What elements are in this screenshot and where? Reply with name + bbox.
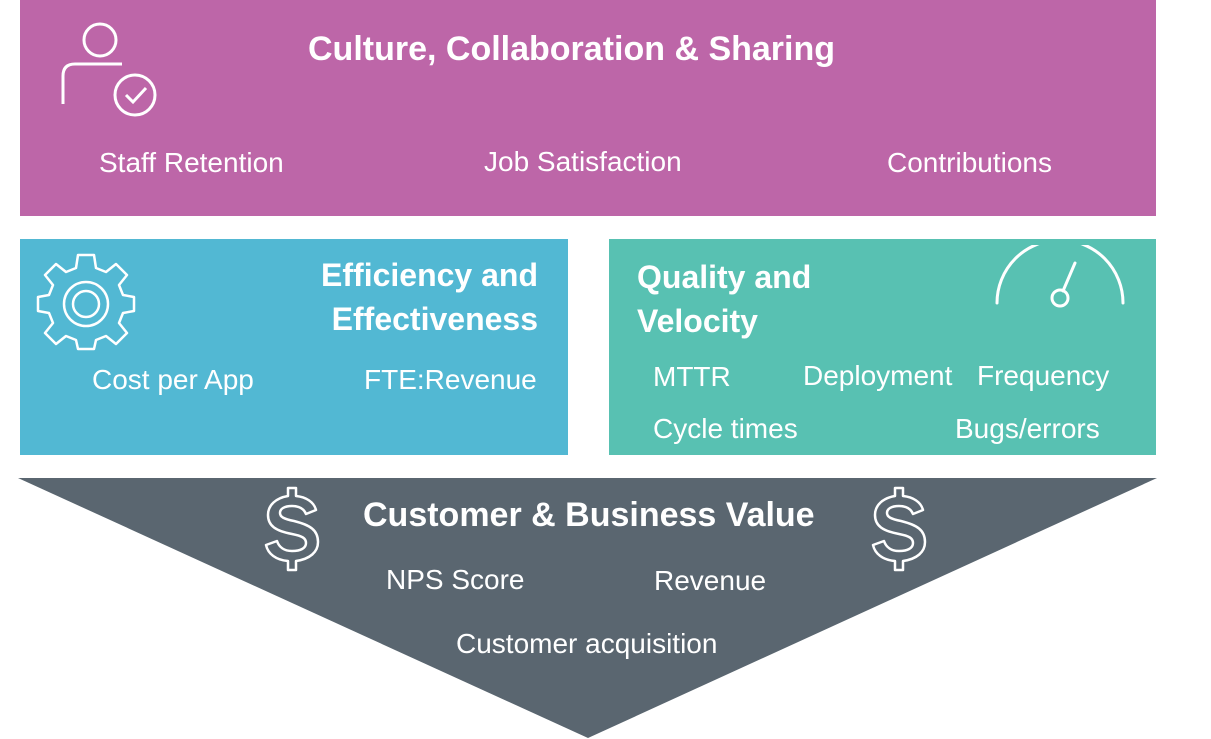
user-check-icon bbox=[60, 18, 160, 123]
quality-item-frequency: Frequency bbox=[977, 360, 1110, 391]
quality-title: Quality and Velocity bbox=[637, 255, 811, 343]
quality-item-cycle-times: Cycle times bbox=[653, 413, 798, 444]
value-title: Customer & Business Value bbox=[363, 496, 815, 534]
dollar-icon bbox=[871, 484, 927, 579]
efficiency-item-cost-per-app: Cost per App bbox=[92, 364, 254, 395]
culture-item-job-satisfaction: Job Satisfaction bbox=[484, 146, 682, 177]
quality-item-bugs-errors: Bugs/errors bbox=[955, 413, 1100, 444]
efficiency-title-line2: Effectiveness bbox=[331, 301, 538, 337]
culture-item-contributions: Contributions bbox=[887, 147, 1052, 178]
quality-title-line1: Quality and bbox=[637, 259, 812, 295]
efficiency-title: Efficiency and Effectiveness bbox=[280, 253, 538, 341]
quality-title-line2: Velocity bbox=[637, 303, 758, 339]
value-triangle bbox=[18, 478, 1157, 738]
efficiency-item-fte-revenue: FTE:Revenue bbox=[364, 364, 537, 395]
efficiency-title-line1: Efficiency and bbox=[321, 257, 538, 293]
gauge-icon bbox=[993, 238, 1127, 320]
quality-panel: Quality and Velocity MTTR Deployment Fre… bbox=[609, 238, 1156, 455]
culture-item-staff-retention: Staff Retention bbox=[99, 147, 284, 178]
value-item-nps-score: NPS Score bbox=[386, 564, 525, 595]
value-item-customer-acquisition: Customer acquisition bbox=[456, 628, 718, 659]
culture-title: Culture, Collaboration & Sharing bbox=[308, 30, 836, 68]
gear-icon bbox=[34, 249, 138, 358]
dollar-icon bbox=[264, 484, 320, 579]
value-panel: Customer & Business Value NPS Score Reve… bbox=[18, 478, 1157, 738]
value-item-revenue: Revenue bbox=[654, 565, 767, 596]
quality-item-mttr: MTTR bbox=[653, 361, 731, 392]
efficiency-panel: Efficiency and Effectiveness Cost per Ap… bbox=[20, 239, 568, 455]
quality-item-deployment: Deployment bbox=[803, 360, 953, 391]
culture-panel: Culture, Collaboration & Sharing Staff R… bbox=[20, 0, 1156, 216]
